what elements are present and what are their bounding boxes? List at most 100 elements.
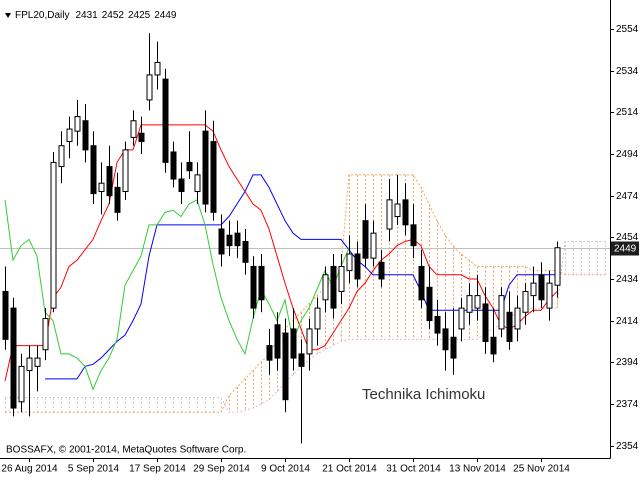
- candle-body: [482, 303, 489, 342]
- x-tick-label: 17 Sep 2014: [129, 464, 186, 475]
- bid-label-text: 2449: [614, 244, 637, 255]
- candle-body: [266, 345, 273, 361]
- candle-body: [434, 315, 441, 334]
- y-tick-label: 2554: [616, 24, 639, 35]
- candle-body: [330, 265, 337, 309]
- x-tick-label: 26 Aug 2014: [1, 464, 58, 475]
- candle-body: [514, 307, 521, 330]
- candle-body: [154, 61, 161, 76]
- candle-body: [450, 336, 457, 359]
- candle-body: [170, 151, 177, 180]
- candle-body: [418, 265, 425, 301]
- candle-body: [26, 357, 33, 372]
- y-tick-label: 2414: [616, 316, 639, 327]
- indicator-line: [4, 124, 558, 382]
- header-open: 2431: [75, 10, 98, 21]
- x-tick-label: 13 Nov 2014: [449, 464, 506, 475]
- candle-body: [386, 199, 393, 230]
- candle-body: [226, 234, 233, 247]
- candle-body: [58, 145, 65, 168]
- y-tick-label: 2534: [616, 66, 639, 77]
- candle-body: [90, 145, 97, 195]
- candle-body: [290, 328, 297, 359]
- x-tick-label: 25 Nov 2014: [513, 464, 570, 475]
- candle-body: [554, 247, 561, 286]
- candle-body: [234, 232, 241, 247]
- candle-body: [114, 186, 121, 213]
- candle-body: [362, 220, 369, 259]
- candle-body: [530, 282, 537, 297]
- candle-body: [106, 166, 113, 197]
- x-tick-label: 9 Oct 2014: [261, 464, 310, 475]
- candle-body: [202, 130, 209, 205]
- y-tick-label: 2434: [616, 274, 639, 285]
- candle-body: [322, 274, 329, 301]
- candle-body: [82, 120, 89, 151]
- candle-body: [186, 161, 193, 172]
- header-close: 2449: [154, 10, 177, 21]
- candle-body: [402, 199, 409, 226]
- candle-body: [50, 161, 57, 309]
- candle-body: [74, 116, 81, 132]
- candle-body: [10, 307, 17, 409]
- candle-body: [394, 203, 401, 218]
- candle-body: [250, 265, 257, 309]
- candle-body: [426, 286, 433, 322]
- candle-body: [466, 295, 473, 313]
- candle-body: [346, 253, 353, 272]
- candle-body: [42, 318, 49, 351]
- y-tick-label: 2354: [616, 441, 639, 452]
- candle-body: [146, 74, 153, 101]
- candle-body: [34, 357, 41, 367]
- x-tick-label: 5 Sep 2014: [68, 464, 120, 475]
- y-tick-label: 2394: [616, 357, 639, 368]
- candle-body: [194, 174, 201, 193]
- copyright: BOSSAFX, © 2001-2014, MetaQuotes Softwar…: [6, 445, 246, 456]
- candle-body: [274, 324, 281, 359]
- y-tick-label: 2514: [616, 107, 639, 118]
- candle-body: [498, 295, 505, 330]
- plot-area: [0, 33, 610, 444]
- candle-body: [506, 311, 513, 342]
- y-tick-label: 2374: [616, 399, 639, 410]
- candle-body: [410, 224, 417, 247]
- candle-body: [538, 274, 545, 301]
- candle-body: [18, 365, 25, 403]
- candle-body: [442, 328, 449, 351]
- candle-body: [298, 353, 305, 367]
- candle-body: [282, 332, 289, 401]
- candle-body: [66, 128, 73, 143]
- candle-body: [474, 295, 481, 309]
- candle-body: [522, 290, 529, 313]
- y-tick-label: 2474: [616, 191, 639, 202]
- candle-body: [378, 261, 385, 280]
- candle-body: [130, 120, 137, 138]
- candle-body: [218, 228, 225, 255]
- y-tick-label: 2454: [616, 232, 639, 243]
- collapse-triangle: [5, 13, 11, 18]
- candle-body: [306, 328, 313, 355]
- candle-body: [258, 265, 265, 301]
- header-low: 2425: [128, 10, 151, 21]
- bid-label-box: [611, 241, 639, 256]
- candle-body: [122, 149, 129, 193]
- candle-body: [546, 282, 553, 309]
- candle-body: [314, 307, 321, 330]
- candle-body: [2, 290, 9, 340]
- candle-body: [354, 253, 361, 280]
- candle-body: [458, 307, 465, 330]
- x-tick-label: 31 Oct 2014: [386, 464, 441, 475]
- header-high: 2452: [102, 10, 125, 21]
- candle-body: [370, 232, 377, 259]
- annotation: Technika Ichimoku: [362, 386, 485, 403]
- y-tick-label: 2494: [616, 149, 639, 160]
- candle-body: [162, 78, 169, 163]
- symbol: FPL20,Daily: [15, 10, 69, 21]
- chart-header: FPL20,Daily 2431 2452 2425 2449: [15, 10, 177, 21]
- senkou-span-a: [5, 174, 605, 413]
- candle-body: [242, 240, 249, 263]
- candle-body: [98, 182, 105, 193]
